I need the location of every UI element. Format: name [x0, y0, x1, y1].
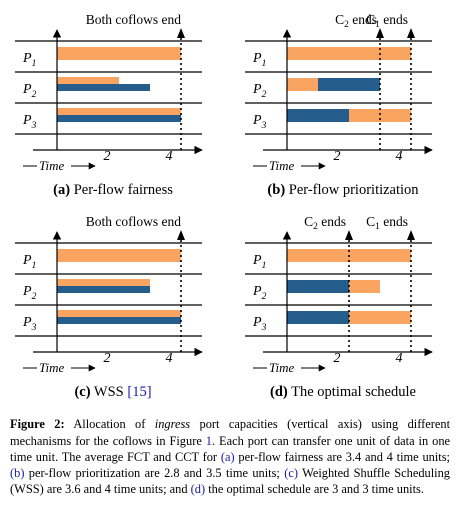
panel-d: C2 ends C1 ends P1 P2 P3 Time 2 4 (d) The optima… — [245, 214, 433, 400]
end-label: C2 ends — [335, 12, 377, 30]
time-axis-label: Time — [269, 360, 295, 375]
port-label: P3 — [22, 113, 37, 131]
port-label: P1 — [22, 253, 36, 271]
panel-c: Both coflows end P1 P2 P3 Time 2 4 (c) WSS [15] — [15, 214, 203, 400]
port-label: P3 — [252, 315, 267, 333]
caption-text: . Each port can transfer one unit of dat… — [10, 433, 451, 464]
panel-ref-c-link[interactable]: (c) — [284, 466, 298, 480]
flow-bar-orange — [349, 280, 380, 293]
figure-svg: Both coflows end P1 P2 P3 Time 2 4 (a) Per-flow… — [15, 12, 433, 400]
flow-bar-orange — [57, 108, 181, 115]
flow-bar-blue — [57, 286, 150, 293]
end-arrow-head — [407, 28, 415, 38]
time-tick-label: 2 — [104, 351, 111, 366]
caption-label: Figure 2: — [10, 417, 65, 432]
port-label: P3 — [252, 113, 267, 131]
port-label: P2 — [22, 82, 37, 100]
panel-ref-b-link[interactable]: (b) — [10, 466, 25, 480]
flow-bar-orange — [349, 311, 411, 324]
flow-bar-blue — [57, 84, 150, 91]
figure-2: Both coflows end P1 P2 P3 Time 2 4 (a) Per-flow… — [15, 12, 433, 400]
flow-bar-blue — [287, 311, 349, 324]
time-tick-label: 2 — [104, 149, 111, 164]
port-label: P2 — [252, 82, 267, 100]
figure-ref-link[interactable]: 1 — [205, 433, 212, 448]
flow-bar-orange — [57, 47, 181, 60]
panel-a: Both coflows end P1 P2 P3 Time 2 4 (a) Per-flow… — [15, 12, 203, 198]
end-label: C1 ends — [366, 214, 408, 232]
flow-bar-orange — [287, 78, 318, 91]
flow-bar-blue — [57, 115, 181, 122]
end-arrow-head — [376, 28, 384, 38]
time-tick-label: 4 — [166, 351, 173, 366]
time-tick-label: 4 — [396, 149, 403, 164]
end-label: C2 ends — [304, 214, 346, 232]
subcaption: (d) The optimal schedule — [270, 384, 416, 400]
flow-bar-orange — [57, 249, 181, 262]
subcaption: (c) WSS [15] — [74, 384, 151, 400]
end-arrow-head — [177, 230, 185, 240]
time-tick-label: 4 — [166, 149, 173, 164]
port-label: P1 — [252, 253, 266, 271]
caption-text: port capacities (vertical axis) using di… — [10, 417, 451, 448]
port-label: P2 — [252, 284, 267, 302]
subcaption: (a) Per-flow fairness — [53, 182, 173, 198]
flow-bar-orange — [57, 279, 150, 286]
time-tick-label: 2 — [334, 351, 341, 366]
end-label: C1 ends — [366, 12, 408, 30]
caption-ingress: ingress — [154, 417, 191, 432]
flow-bar-orange — [349, 109, 411, 122]
port-label: P2 — [22, 284, 37, 302]
end-arrow-head — [407, 230, 415, 240]
time-axis-label: Time — [39, 158, 65, 173]
citation-link[interactable]: [15] — [127, 384, 151, 400]
flow-bar-orange — [287, 47, 411, 60]
subcaption: (b) Per-flow prioritization — [267, 182, 419, 198]
end-arrow-head — [177, 28, 185, 38]
end-arrow-head — [345, 230, 353, 240]
flow-bar-blue — [287, 280, 349, 293]
time-tick-label: 4 — [396, 351, 403, 366]
port-label: P1 — [252, 51, 266, 69]
caption-text: per-flow fairness are 3.4 and 4 time uni… — [234, 449, 450, 464]
caption-text: the optimal schedule are 3 and 3 time un… — [205, 482, 424, 497]
caption-text: Allocation of — [64, 417, 155, 432]
time-tick-label: 2 — [334, 149, 341, 164]
end-label: Both coflows end — [86, 12, 181, 27]
time-axis-label: Time — [269, 158, 295, 173]
caption-text: Weighted Shuffle Scheduling (WSS) are 3.… — [10, 466, 450, 497]
figure-caption: Figure 2: Allocation of ingress port cap… — [10, 416, 450, 497]
flow-bar-orange — [57, 77, 119, 84]
port-label: P1 — [22, 51, 36, 69]
flow-bar-blue — [57, 317, 181, 324]
caption-text: per-flow prioritization are 2.8 and 3.5 … — [24, 466, 285, 480]
end-label: Both coflows end — [86, 214, 181, 229]
time-axis-label: Time — [39, 360, 65, 375]
flow-bar-blue — [318, 78, 380, 91]
flow-bar-orange — [57, 310, 181, 317]
flow-bar-blue — [287, 109, 349, 122]
panel-ref-d-link[interactable]: (d) — [190, 482, 206, 497]
port-label: P3 — [22, 315, 37, 333]
panel-ref-a-link[interactable]: (a) — [220, 449, 235, 464]
